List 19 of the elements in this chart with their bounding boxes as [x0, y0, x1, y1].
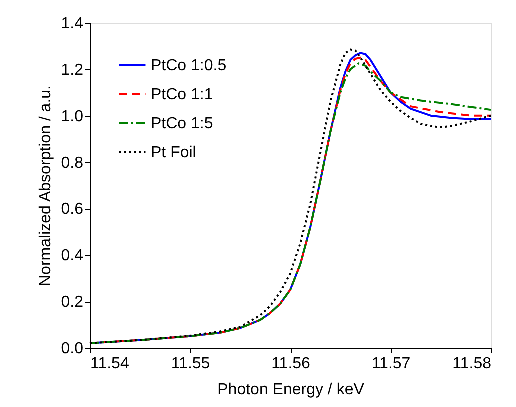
- x-tick-label: 11.58: [452, 356, 492, 372]
- x-tick-label: 11.56: [272, 356, 311, 372]
- y-tick-label: 1.2: [61, 62, 84, 79]
- y-tick-label: 0.8: [61, 154, 84, 172]
- legend-label: PtCo 1:1: [151, 86, 214, 104]
- x-tick-label: 11.54: [90, 356, 130, 372]
- y-tick-label: 1.0: [61, 108, 84, 126]
- y-tick-label: 0.2: [61, 294, 84, 312]
- legend-label: PtCo 1:5: [151, 116, 214, 132]
- legend-label: Pt Foil: [151, 144, 196, 162]
- legend-label: PtCo 1:0.5: [151, 58, 227, 74]
- x-tick-label: 11.57: [372, 356, 411, 372]
- y-axis-title: Normalized Absorption / a.u.: [37, 86, 54, 286]
- y-tick-label: 1.4: [61, 16, 84, 32]
- x-axis-title: Photon Energy / keV: [218, 382, 365, 398]
- y-tick-label: 0.0: [61, 340, 84, 358]
- y-tick-label: 0.4: [61, 248, 84, 265]
- y-tick-label: 0.6: [61, 201, 84, 218]
- x-tick-label: 11.55: [171, 356, 210, 372]
